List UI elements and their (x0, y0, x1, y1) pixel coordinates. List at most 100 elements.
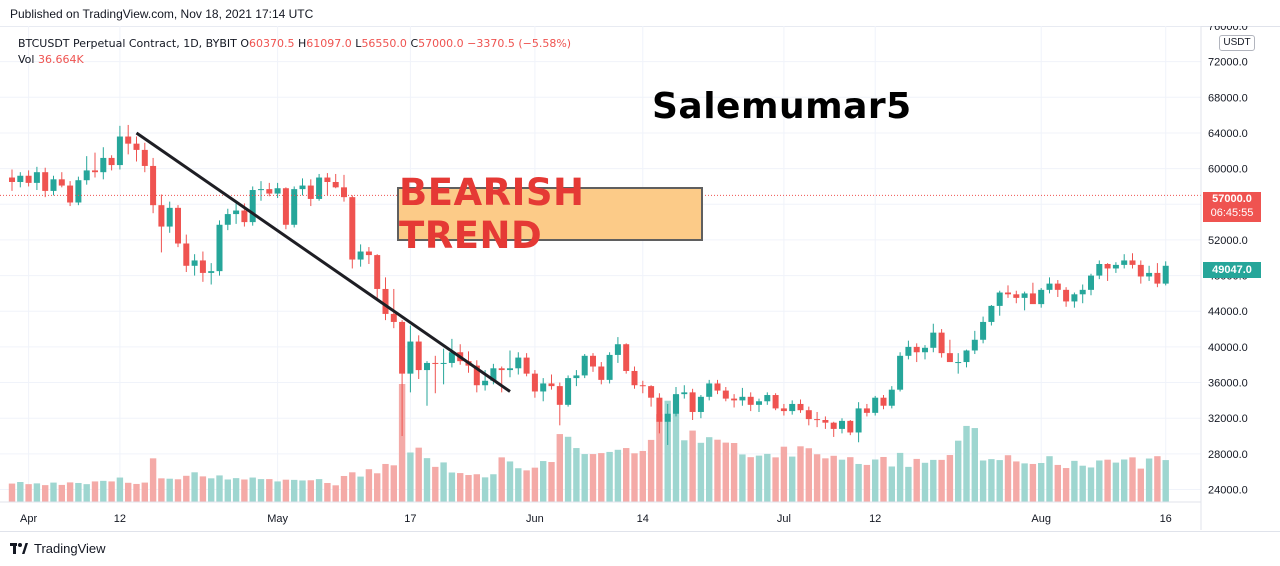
candle-body (639, 385, 646, 387)
candle-body (1079, 289, 1086, 295)
volume-bar (548, 462, 555, 502)
volume-bar (340, 475, 348, 502)
candle-body (946, 353, 953, 363)
volume-bars (8, 384, 1169, 502)
volume-bar (33, 483, 41, 502)
time-axis[interactable]: Apr 12 May 17 Jun 14 Jul 12 Aug 16 (20, 513, 1172, 525)
time-tick-label: 12 (869, 513, 881, 525)
volume-bar (996, 460, 1003, 502)
currency-badge[interactable]: USDT (1219, 35, 1255, 51)
candle-body (25, 175, 32, 183)
volume-bar (481, 477, 489, 502)
volume-bar (905, 466, 912, 502)
volume-bar (946, 455, 954, 502)
candle-body (307, 185, 314, 199)
volume-bar (42, 485, 49, 502)
volume-bar (249, 477, 256, 502)
volume-bar (971, 428, 978, 502)
secondary-price-label: 49047.0 (1203, 262, 1261, 278)
candlestick-chart[interactable]: 76000.072000.068000.064000.060000.056000… (0, 26, 1280, 530)
candle-body (9, 177, 15, 182)
volume-bar (805, 448, 812, 502)
candle-body (764, 395, 771, 402)
volume-bar (963, 425, 970, 502)
volume-bar (564, 436, 572, 502)
candle-body (1088, 275, 1094, 290)
volume-bar (656, 414, 663, 502)
time-tick-label: Jun (526, 513, 544, 525)
candle-body (58, 179, 65, 186)
candle-body (697, 396, 704, 412)
candle-body (540, 383, 547, 392)
volume-bar (407, 452, 414, 502)
candle-body (399, 321, 406, 374)
candle-body (365, 251, 372, 256)
volume-bar (938, 459, 945, 502)
candle-body (731, 398, 738, 401)
volume-bar (125, 482, 132, 502)
high-key: H (298, 37, 307, 50)
candle-body (1029, 293, 1036, 305)
volume-bar (8, 483, 16, 502)
volume-bar (540, 461, 547, 502)
candle-body (349, 197, 356, 260)
tradingview-logo-icon[interactable] (10, 543, 28, 554)
candle-body (382, 288, 389, 314)
candle-body (415, 341, 422, 371)
symbol-label[interactable]: BTCUSDT Perpetual Contract, 1D, BYBIT (18, 37, 237, 50)
volume-bar (199, 476, 207, 502)
annotation-box[interactable]: BEARISH TREND (397, 171, 703, 257)
volume-bar (689, 430, 696, 502)
volume-bar (332, 485, 339, 502)
candle-body (681, 392, 688, 395)
candle-body (507, 368, 513, 371)
candle-body (324, 177, 331, 182)
volume-bar (664, 400, 671, 502)
candle-body (830, 422, 837, 429)
candle-body (714, 383, 721, 391)
footer-brand[interactable]: TradingView (34, 541, 106, 556)
candle-body (473, 365, 480, 386)
volume-bar (863, 464, 871, 502)
price-tick-label: 44000.0 (1208, 306, 1248, 318)
candle-body (233, 210, 240, 215)
candle-body (83, 170, 90, 181)
trend-line[interactable] (135, 131, 511, 393)
volume-bar (672, 394, 680, 502)
author-watermark: Salemumar5 (652, 86, 912, 127)
volume-bar (415, 447, 422, 502)
candle-body (125, 136, 132, 144)
volume-bar (822, 458, 829, 502)
volume-bar (141, 482, 148, 502)
volume-bar (706, 437, 713, 502)
volume-key[interactable]: Vol (18, 53, 35, 66)
candle-body (988, 305, 995, 322)
candle-body (971, 339, 978, 351)
volume-bar (1038, 462, 1045, 502)
low-value: 56550.0 (361, 37, 407, 50)
volume-bar (722, 442, 729, 502)
volume-bar (1062, 468, 1070, 502)
low-key: L (355, 37, 362, 50)
price-tick-label: 64000.0 (1208, 128, 1248, 140)
volume-bar (631, 453, 638, 502)
grid-lines (0, 26, 1201, 502)
close-key: C (410, 37, 419, 50)
volume-bar (307, 480, 314, 502)
volume-bar (349, 472, 356, 502)
volume-bar (1137, 468, 1144, 502)
time-tick-label: 16 (1160, 513, 1172, 525)
time-tick-label: Apr (20, 513, 37, 525)
last-price-label: 57000.0 06:45:55 (1203, 192, 1261, 222)
volume-bar (697, 442, 705, 502)
volume-bar (714, 439, 721, 502)
candle-body (183, 243, 190, 266)
candle-body (249, 190, 256, 223)
volume-bar (1087, 467, 1095, 502)
price-tick-label: 60000.0 (1208, 164, 1248, 176)
candle-body (166, 207, 173, 227)
candle-body (565, 378, 572, 405)
volume-bar (374, 473, 381, 502)
candle-body (623, 344, 630, 371)
volume-bar (83, 484, 90, 502)
